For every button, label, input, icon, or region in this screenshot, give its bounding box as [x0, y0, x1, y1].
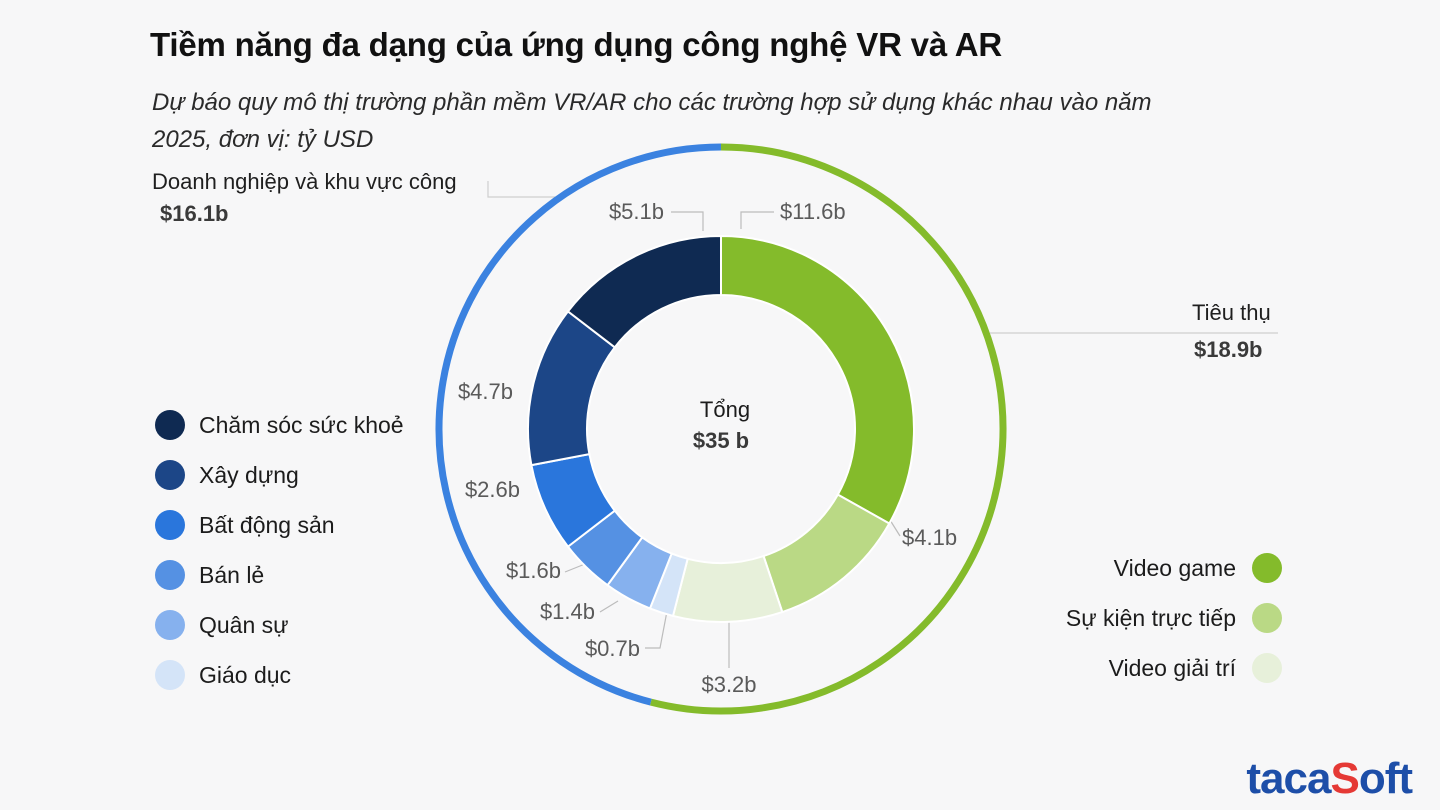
- value-label-Bán lẻ: $1.6b: [506, 558, 561, 583]
- legend-item: Sự kiện trực tiếp: [1066, 593, 1282, 643]
- legend-item: Bất động sản: [155, 500, 404, 550]
- legend-item: Video giải trí: [1066, 643, 1282, 693]
- legend-dot: [155, 610, 185, 640]
- legend-item: Giáo dục: [155, 650, 404, 700]
- logo-text-rest: oft: [1358, 754, 1413, 803]
- legend-dot: [155, 660, 185, 690]
- legend-item: Quân sự: [155, 600, 404, 650]
- legend-dot: [155, 460, 185, 490]
- legend-label: Sự kiện trực tiếp: [1065, 604, 1236, 631]
- legend-label: Bất động sản: [199, 511, 335, 538]
- label-leader-line: [599, 600, 619, 613]
- value-labels: $11.6b $4.1b $3.2b $0.7b $1.4b $1.6b $2.6b $4.7…: [458, 199, 957, 697]
- legend-label: Quân sự: [199, 611, 289, 638]
- legend-item: Chăm sóc sức khoẻ: [155, 400, 404, 450]
- legend-consumer: Video game Sự kiện trực tiếp Video giải …: [1066, 543, 1282, 693]
- label-leader-line: [671, 211, 704, 231]
- label-leader-line: [645, 605, 669, 649]
- value-label-Xây dựng: $4.7b: [458, 379, 513, 404]
- group-label-enterprise: Doanh nghiệp và khu vực công: [152, 169, 457, 194]
- slice-Chăm sóc sức khoẻ: [566, 234, 722, 349]
- value-label-Bất động sản: $2.6b: [465, 477, 520, 502]
- group-value-enterprise: $16.1b: [160, 201, 229, 226]
- label-leader-line: [564, 563, 586, 573]
- donut-slices: [527, 234, 915, 623]
- tacasoft-logo: tacaSoft: [1246, 754, 1413, 804]
- outer-ring-consumer: [650, 143, 1007, 715]
- legend-label: Xây dựng: [199, 461, 299, 488]
- group-leader-enterprise: [487, 181, 555, 198]
- legend-item: Xây dựng: [155, 450, 404, 500]
- legend-label: Giáo dục: [199, 661, 292, 688]
- legend-label: Video game: [1113, 554, 1236, 581]
- slice-Video giải trí: [671, 554, 784, 623]
- value-label-Giáo dục: $0.7b: [585, 636, 640, 661]
- chart-subtitle: Dự báo quy mô thị trường phần mềm VR/AR …: [152, 89, 1152, 153]
- legend-label: Chăm sóc sức khoẻ: [199, 411, 404, 438]
- legend-dot: [1252, 553, 1282, 583]
- outer-ring-enterprise: [435, 143, 721, 706]
- slice-Video game: [720, 234, 915, 525]
- label-leader-line: [889, 519, 901, 537]
- group-label-consumer: Tiêu thụ: [1192, 300, 1271, 325]
- logo-text: taca: [1246, 754, 1331, 803]
- logo-accent: S: [1330, 754, 1359, 803]
- legend-label: Video giải trí: [1108, 654, 1236, 681]
- label-leader-line: [740, 211, 774, 229]
- connector-lines: [487, 181, 1278, 668]
- legend-dot: [155, 560, 185, 590]
- legend-item: Bán lẻ: [155, 550, 404, 600]
- legend-enterprise: Chăm sóc sức khoẻ Xây dựng Bất động sản …: [155, 400, 404, 700]
- outer-ring: [435, 143, 1007, 715]
- slice-Sự kiện trực tiếp: [762, 493, 891, 614]
- value-label-Quân sự: $1.4b: [540, 599, 595, 624]
- legend-item: Video game: [1066, 543, 1282, 593]
- legend-dot: [1252, 603, 1282, 633]
- legend-label: Bán lẻ: [199, 561, 265, 588]
- center-total-value: $35 b: [693, 428, 749, 453]
- center-total-label: Tổng: [700, 397, 750, 422]
- value-label-Video giải trí: $3.2b: [701, 672, 756, 697]
- chart-title: Tiềm năng đa dạng của ứng dụng công nghệ…: [150, 26, 1002, 63]
- value-label-Sự kiện trực tiếp: $4.1b: [902, 525, 957, 550]
- group-value-consumer: $18.9b: [1194, 337, 1263, 362]
- value-label-Chăm sóc sức khoẻ: $5.1b: [609, 199, 664, 224]
- value-label-Video game: $11.6b: [780, 199, 846, 224]
- legend-dot: [1252, 653, 1282, 683]
- legend-dot: [155, 410, 185, 440]
- legend-dot: [155, 510, 185, 540]
